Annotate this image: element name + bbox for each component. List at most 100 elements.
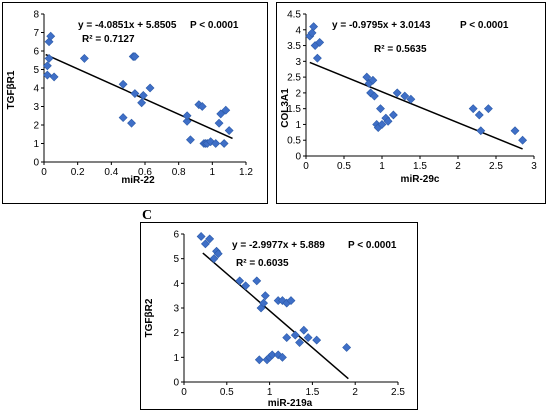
chart-c-data-point: [299, 325, 309, 335]
chart-b-data-point: [483, 104, 493, 114]
chart-c-y-tick-label: 0: [173, 378, 179, 389]
chart-c-p-value: P < 0.0001: [348, 240, 397, 251]
chart-a-y-tick-label: 2: [33, 121, 39, 132]
chart-b-data-point: [315, 37, 325, 47]
chart-b-x-axis-label: miR-29c: [401, 174, 440, 185]
chart-c-data-point: [282, 333, 292, 343]
chart-a-x-tick-label: 1: [210, 167, 216, 178]
chart-c-data-point: [200, 239, 210, 249]
chart-c-x-tick-label: 1.5: [305, 387, 319, 398]
chart-c-data-point: [260, 291, 270, 301]
chart-b-y-tick-label: 4.5: [287, 10, 301, 21]
chart-c-data-point: [252, 276, 262, 286]
chart-b-data-point: [518, 135, 528, 145]
chart-c-x-tick-label: 0.5: [220, 387, 234, 398]
chart-b-data-point: [307, 28, 317, 38]
chart-a-x-tick-label: 0.2: [71, 167, 85, 178]
chart-a-data-point: [42, 61, 52, 71]
chart-a-x-tick-label: 0.8: [172, 167, 186, 178]
chart-a-data-point: [46, 31, 56, 41]
chart-c-y-tick-label: 4: [173, 279, 179, 290]
chart-c-x-tick-label: 1: [267, 387, 273, 398]
chart-b-x-tick-label: 1.5: [413, 161, 427, 172]
chart-c-data-point: [196, 232, 206, 241]
chart-c-x-tick-label: 0: [181, 387, 187, 398]
chart-c-data-point: [209, 254, 219, 264]
chart-b-data-point: [468, 104, 478, 114]
chart-b-data-point: [369, 91, 379, 101]
chart-a-y-tick-label: 5: [33, 65, 39, 76]
chart-a-y-tick-label: 4: [33, 84, 39, 95]
chart-b-data-point: [476, 126, 486, 136]
chart-b-y-tick-label: 1.5: [287, 104, 301, 115]
chart-b-trendline: [309, 61, 523, 150]
chart-a-equation: y = -4.0851x + 5.8505: [78, 20, 177, 31]
chart-c-x-tick-label: 2.5: [391, 387, 405, 398]
chart-b-p-value: P < 0.0001: [460, 20, 509, 31]
chart-a-p-value: P < 0.0001: [190, 20, 239, 31]
chart-c-r-squared: R² = 0.6035: [236, 258, 289, 269]
chart-b-x-tick-label: 2: [455, 161, 461, 172]
chart-c-y-tick-label: 1: [173, 353, 179, 364]
chart-a-data-point: [182, 116, 192, 126]
chart-b-data-point: [388, 110, 398, 120]
chart-c-y-tick-label: 2: [173, 328, 179, 339]
chart-c-data-point: [254, 355, 264, 365]
chart-b-y-tick-label: 0: [295, 152, 301, 163]
chart-b-data-point: [400, 91, 410, 101]
chart-c-data-point: [295, 338, 304, 347]
chart-c-data-point: [235, 276, 245, 286]
chart-b-x-tick-label: 0.5: [337, 161, 351, 172]
chart-c-data-point: [278, 352, 287, 362]
chart-a-data-point: [216, 109, 226, 119]
chart-a-data-point: [130, 52, 140, 61]
chart-c-data-point: [303, 333, 313, 343]
chart-b-data-point: [406, 94, 416, 104]
chart-a-data-point: [49, 72, 59, 82]
chart-a-frame: [2, 2, 268, 204]
chart-a-data-point: [127, 118, 136, 128]
chart-a-data-point: [42, 70, 52, 80]
chart-c-data-point: [286, 296, 296, 306]
chart-a-data-point: [145, 83, 155, 93]
chart-b-x-tick-label: 2.5: [489, 161, 503, 172]
chart-c-data-point: [205, 234, 215, 244]
chart-a-x-axis-label: miR-22: [121, 175, 155, 186]
chart-a-x-tick-label: 0.6: [138, 167, 152, 178]
chart-a-x-tick-label: 0: [41, 167, 47, 178]
chart-b-x-tick-label: 0: [303, 161, 309, 172]
chart-a-y-tick-label: 8: [33, 10, 39, 21]
chart-a-y-tick-label: 1: [33, 139, 39, 150]
chart-c-y-tick-label: 3: [173, 304, 179, 315]
chart-b-y-tick-label: 1: [295, 120, 301, 131]
chart-a-data-point: [130, 89, 140, 98]
chart-a-data-point: [79, 53, 89, 63]
chart-b-x-tick-label: 1: [379, 161, 385, 172]
chart-b-data-point: [510, 126, 520, 136]
chart-c-x-tick-label: 2: [352, 387, 358, 398]
chart-a-y-axis-label: TGFβR1: [6, 70, 17, 109]
chart-a-data-point: [182, 111, 192, 121]
chart-a-y-tick-label: 0: [33, 158, 39, 169]
chart-c-data-point: [241, 281, 251, 291]
chart-c-data-point: [312, 335, 322, 345]
chart-b-y-axis-label: COL3A1: [280, 88, 291, 128]
chart-a-x-tick-label: 1.2: [239, 167, 253, 178]
chart-b-data-point: [377, 120, 387, 129]
chart-a-y-tick-label: 7: [33, 28, 39, 39]
chart-a-data-point: [138, 90, 148, 100]
chart-c-equation: y = -2.9977x + 5.889: [232, 240, 325, 251]
chart-c-x-axis-label: miR-219a: [268, 398, 313, 409]
chart-b-data-point: [312, 53, 322, 63]
chart-a-data-point: [211, 139, 221, 148]
chart-b-data-point: [309, 22, 319, 32]
chart-a-data-point: [44, 53, 54, 63]
chart-b-y-tick-label: 2.5: [287, 73, 301, 84]
chart-a-data-point: [137, 98, 147, 108]
chart-a-data-point: [118, 113, 128, 123]
chart-c-y-axis-label: TGFβR2: [144, 298, 155, 337]
panel-letter-c: C: [142, 208, 153, 223]
